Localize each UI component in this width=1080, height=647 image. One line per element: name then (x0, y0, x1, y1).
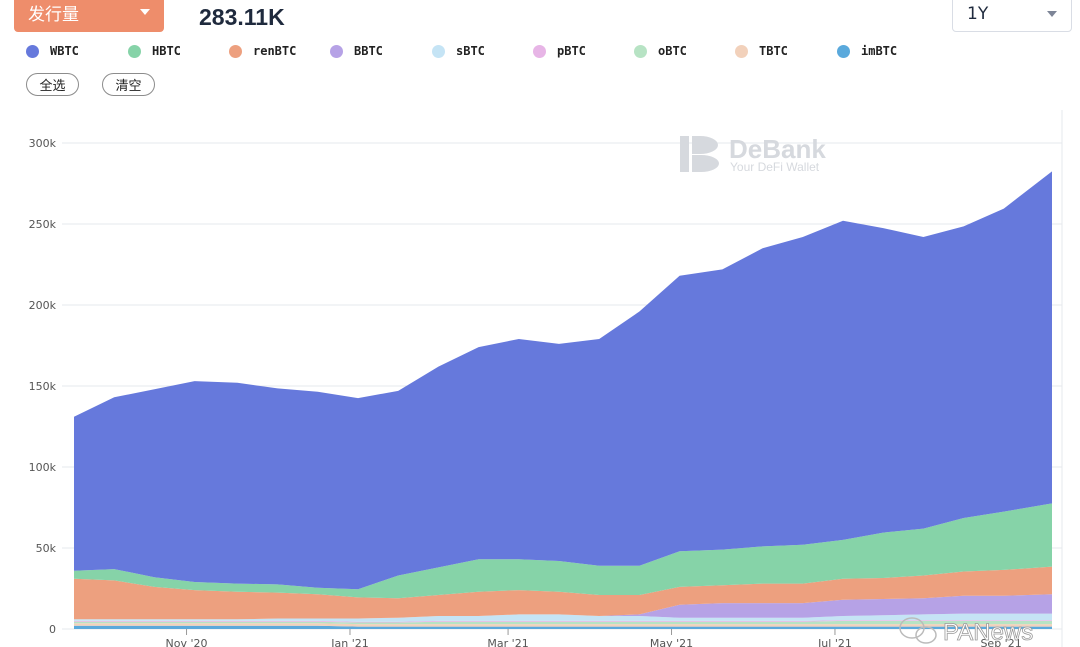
watermark-source: PANews (943, 619, 1033, 646)
legend-label-pbtc: pBTC (557, 44, 586, 58)
area-series-pbtc (74, 620, 1052, 623)
wechat-icon (899, 617, 937, 644)
area-series-renbtc (74, 566, 1052, 620)
area-series-wbtc (74, 171, 1052, 590)
x-tick-label: Jul '21 (817, 637, 852, 647)
x-tick-label: May '21 (650, 637, 693, 647)
legend-dot-hbtc (128, 44, 141, 58)
legend-item-wbtc[interactable]: WBTC (26, 44, 79, 58)
legend-label-hbtc: HBTC (152, 44, 181, 58)
legend-dot-renbtc (229, 44, 242, 58)
legend-label-sbtc: sBTC (456, 44, 485, 58)
clear-button[interactable]: 清空 (102, 73, 155, 96)
legend-item-sbtc[interactable]: sBTC (432, 44, 485, 58)
watermark-brand: DeBank (729, 134, 826, 164)
chevron-down-icon (140, 9, 150, 15)
metric-dropdown-label: 发行量 (28, 4, 79, 25)
legend-item-pbtc[interactable]: pBTC (533, 44, 586, 58)
y-tick-label: 50k (36, 542, 57, 555)
chevron-down-icon (1047, 11, 1057, 17)
legend-item-hbtc[interactable]: HBTC (128, 44, 181, 58)
x-axis: Nov '20 Jan '21 Mar '21 May '21 Jul '21 Sep '… (166, 629, 1022, 647)
time-range-label: 1Y (967, 4, 989, 24)
metric-dropdown[interactable]: 发行量 (14, 0, 164, 32)
panews-watermark: PANews (899, 617, 1034, 646)
y-tick-label: 0 (49, 623, 56, 636)
y-tick-label: 100k (29, 461, 57, 474)
debank-logo-icon (680, 136, 720, 172)
legend-item-obtc[interactable]: oBTC (634, 44, 687, 58)
legend-item-renbtc[interactable]: renBTC (229, 44, 296, 58)
x-tick-label: Nov '20 (166, 637, 208, 647)
legend-item-tbtc[interactable]: TBTC (735, 44, 788, 58)
y-tick-label: 150k (29, 380, 57, 393)
legend-item-imbtc[interactable]: imBTC (837, 44, 897, 58)
legend-dot-bbtc (330, 44, 343, 58)
total-supply-value: 283.11K (199, 4, 285, 30)
legend-label-wbtc: WBTC (50, 44, 79, 58)
debank-watermark: DeBank Your DeFi Wallet (680, 134, 826, 174)
legend-label-renbtc: renBTC (253, 44, 297, 58)
legend-dot-obtc (634, 44, 647, 58)
legend-label-tbtc: TBTC (759, 44, 788, 58)
area-series-tbtc (74, 623, 1052, 627)
y-tick-label: 250k (29, 218, 57, 231)
legend-item-bbtc[interactable]: BBTC (330, 44, 383, 58)
area-series-obtc (74, 620, 1052, 625)
time-range-dropdown[interactable]: 1Y (952, 0, 1072, 32)
legend-label-obtc: oBTC (658, 44, 687, 58)
stacked-area-chart: 0 50k 100k 150k 200k 250k 300k Nov '20 Jan '21 M… (29, 110, 1063, 647)
legend-dot-pbtc (533, 44, 546, 58)
area-series-bbtc (74, 594, 1052, 620)
area-series-hbtc (74, 503, 1052, 599)
legend-dot-tbtc (735, 44, 748, 58)
select-all-button[interactable]: 全选 (26, 73, 79, 96)
watermark-tagline: Your DeFi Wallet (730, 160, 820, 174)
y-axis: 0 50k 100k 150k 200k 250k 300k (29, 137, 57, 636)
y-tick-label: 200k (29, 299, 57, 312)
x-tick-label: Mar '21 (487, 637, 528, 647)
chart-series-areas (74, 171, 1052, 629)
legend-dot-imbtc (837, 44, 850, 58)
legend-label-imbtc: imBTC (861, 44, 898, 58)
area-series-sbtc (74, 613, 1052, 622)
legend-label-bbtc: BBTC (354, 44, 383, 58)
legend-dot-sbtc (432, 44, 445, 58)
legend-dot-wbtc (26, 44, 39, 58)
x-tick-label: Sep '21 (980, 637, 1021, 647)
y-tick-label: 300k (29, 137, 57, 150)
x-tick-label: Jan '21 (330, 637, 368, 647)
